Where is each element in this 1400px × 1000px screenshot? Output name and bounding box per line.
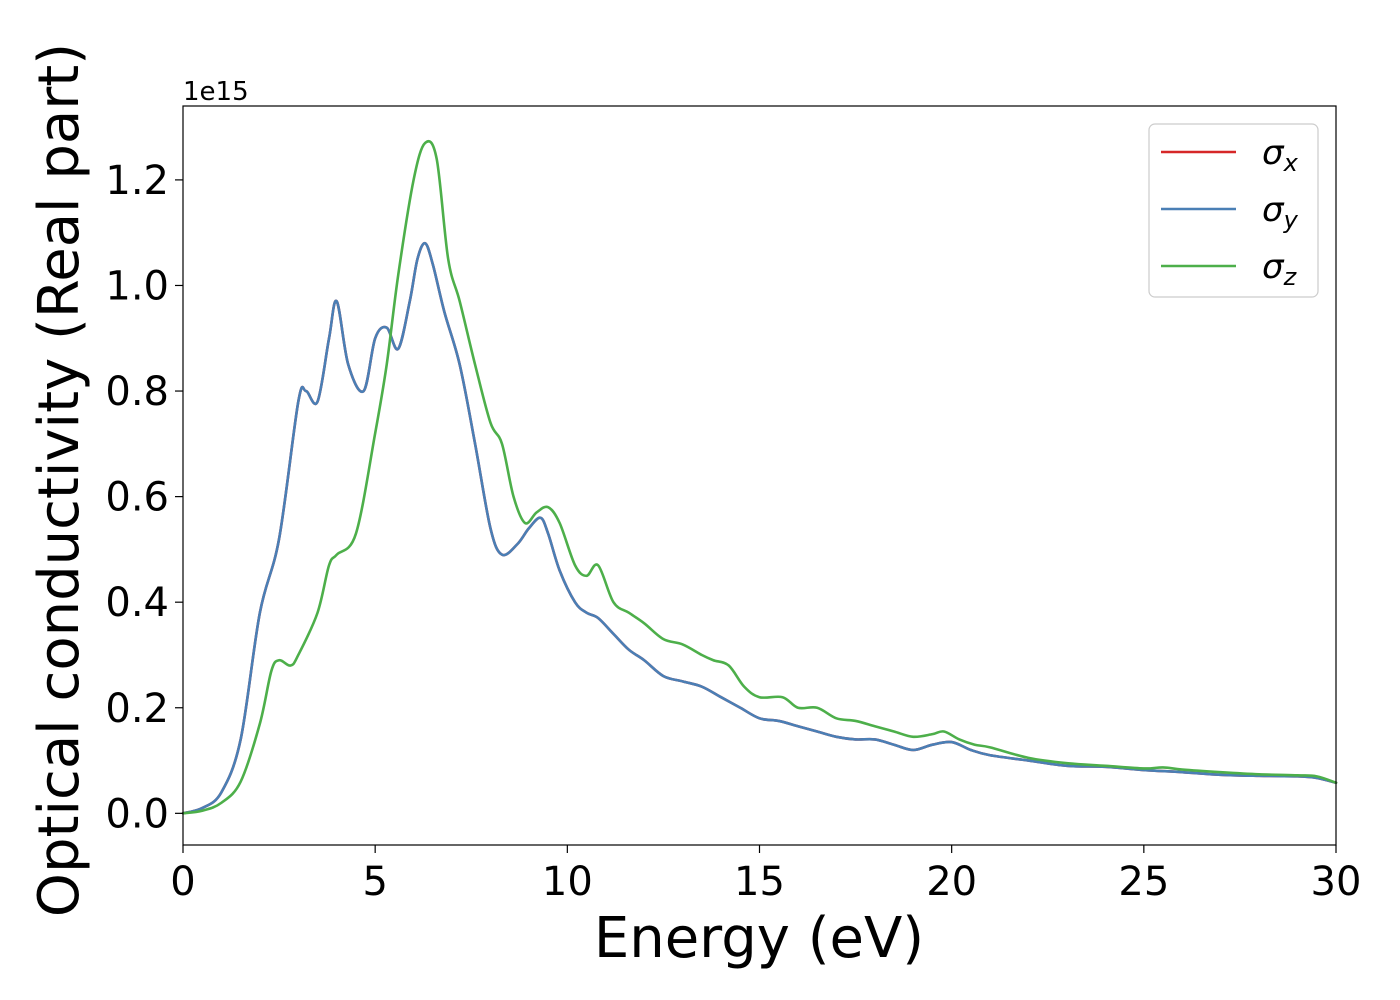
y-tick-label: 0.0 [105, 791, 169, 837]
y-offset-label: 1e15 [183, 77, 249, 107]
legend-label-x: σx [1262, 133, 1299, 177]
y-tick-label: 0.4 [105, 580, 169, 626]
x-tick-label: 25 [1118, 859, 1169, 905]
y-tick-label: 1.0 [105, 263, 169, 309]
x-tick-label: 30 [1311, 859, 1362, 905]
plot-lines [181, 139, 1338, 815]
y-tick-label: 0.8 [105, 369, 169, 415]
legend: σx σy σz [1148, 123, 1319, 298]
x-tick-label: 5 [362, 859, 387, 905]
x-tick-label: 20 [926, 859, 977, 905]
series-line-y [181, 241, 1338, 815]
legend-label-y: σy [1262, 190, 1299, 234]
series-line-z [181, 139, 1338, 815]
y-tick-label: 1.2 [105, 158, 169, 204]
x-tick-label: 15 [734, 859, 785, 905]
x-tick-label: 10 [542, 859, 593, 905]
y-axis-title: Optical conductivity (Real part) [27, 43, 92, 917]
y-axis-ticks: 0.0 0.2 0.4 0.6 0.8 1.0 1.2 [105, 158, 183, 837]
legend-label-z: σz [1262, 247, 1298, 291]
x-axis-ticks: 0 5 10 15 20 25 30 [170, 845, 1361, 905]
x-axis-title: Energy (eV) [594, 906, 924, 971]
y-tick-label: 0.2 [105, 686, 169, 732]
x-tick-label: 0 [170, 859, 195, 905]
legend-box [1148, 123, 1319, 298]
y-tick-label: 0.6 [105, 475, 169, 521]
